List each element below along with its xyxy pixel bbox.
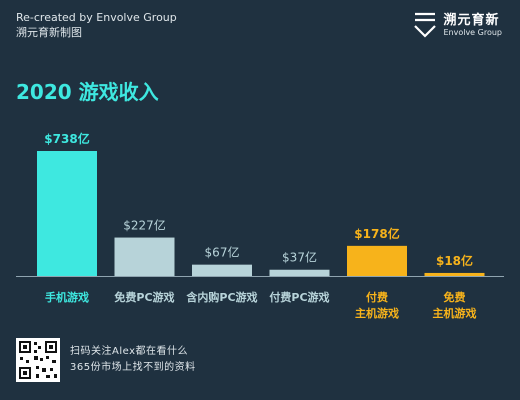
bar-1 <box>114 237 175 276</box>
value-label-4: $178亿 <box>354 226 399 241</box>
qr-code-icon[interactable] <box>16 338 60 382</box>
category-label-2: 含内购PC游戏 <box>185 290 257 304</box>
value-label-2: $67亿 <box>205 245 240 260</box>
bar-0 <box>37 151 97 276</box>
bar-2 <box>192 264 252 276</box>
credit-line-1: Re-created by Envolve Group <box>16 11 177 24</box>
category-label-3: 付费PC游戏 <box>269 290 329 304</box>
value-label-3: $37亿 <box>282 250 317 265</box>
footer: 扫码关注Alex都在看什么 365份市场上找不到的资料 <box>16 338 196 382</box>
category-label-5-1: 主机游戏 <box>433 306 477 320</box>
category-label-1: 免费PC游戏 <box>114 290 174 304</box>
footer-line-1: 扫码关注Alex都在看什么 <box>70 346 189 357</box>
footer-line-2: 365份市场上找不到的资料 <box>70 362 196 373</box>
brand-name-cn: 溯元育新 <box>443 12 500 28</box>
brand-name-en: Envolve Group <box>443 27 502 37</box>
value-label-5: $18亿 <box>436 253 473 268</box>
bar-4 <box>347 245 407 276</box>
credit-line-2: 溯元育新制图 <box>16 26 82 39</box>
bar-5 <box>424 272 485 276</box>
credit-text: Re-created by Envolve Group 溯元育新制图 <box>16 10 177 40</box>
value-label-0: $738亿 <box>44 131 89 146</box>
value-label-1: $227亿 <box>123 218 166 233</box>
brand-logo-block: 溯元育新 Envolve Group <box>413 12 502 38</box>
chart-title: 2020 游戏收入 <box>16 80 159 104</box>
category-label-4-0: 付费 <box>366 290 388 304</box>
category-label-5-0: 免费 <box>444 290 466 304</box>
bar-3 <box>269 269 330 276</box>
category-label-4-1: 主机游戏 <box>355 306 399 320</box>
envolve-logo-icon <box>414 12 437 38</box>
category-label-0: 手机游戏 <box>45 290 89 304</box>
